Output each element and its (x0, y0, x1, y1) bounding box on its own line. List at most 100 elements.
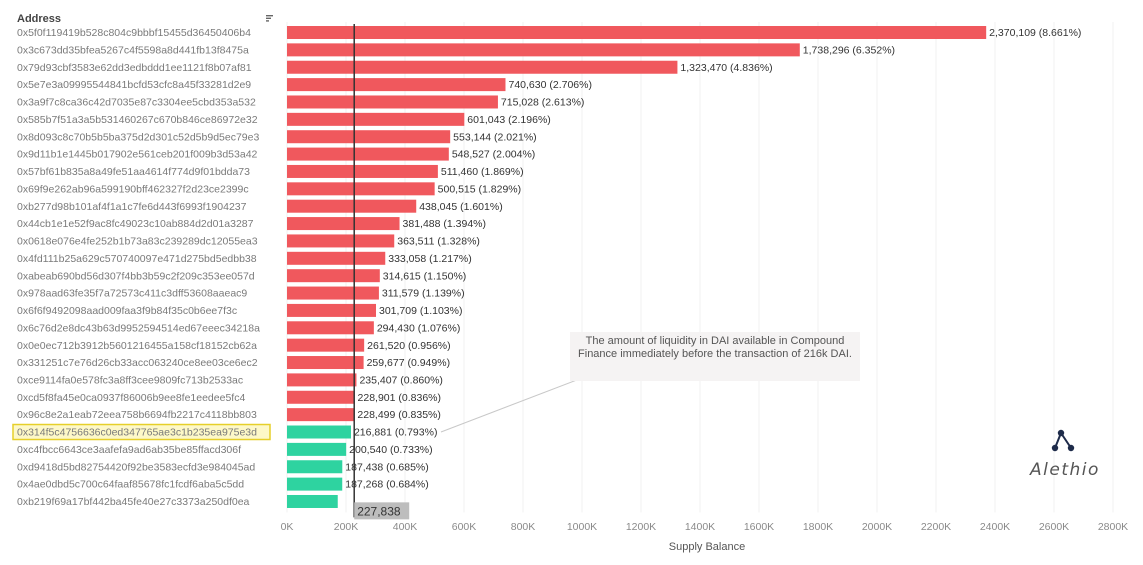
address-label: 0xce9114fa0e578fc3a8ff3cee9809fc713b2533… (17, 375, 243, 387)
value-labels: 2,370,109 (8.661%) 1,738,296 (6.352%) 1,32… (345, 27, 1081, 491)
bar (287, 460, 343, 474)
x-axis-title: Supply Balance (669, 541, 745, 553)
bar (287, 338, 365, 352)
bar-value-label: 235,407 (0.860%) (359, 375, 442, 387)
bar (287, 425, 351, 439)
address-label: 0x3c673dd35bfea5267c4f5598a8d441fb13f847… (17, 44, 249, 56)
address-label: 0x5f0f119419b528c804c9bbbf15455d36450406… (17, 27, 251, 39)
address-label: 0x3a9f7c8ca36c42d7035e87c3304ee5cbd353a5… (17, 97, 256, 109)
bar-value-label: 548,527 (2.004%) (452, 149, 535, 161)
address-label: 0x0e0ec712b3912b5601216455a158cf18152cb6… (17, 340, 257, 352)
address-label: 0xabeab690bd56d307f4bb3b59c2f209c353ee05… (17, 270, 255, 282)
x-tick-label: 2200K (921, 521, 951, 533)
bar-value-label: 200,540 (0.733%) (349, 444, 432, 456)
bar-value-label: 601,043 (2.196%) (467, 114, 550, 126)
bar-value-label: 294,430 (1.076%) (377, 322, 460, 334)
bar (287, 494, 338, 508)
address-label: 0x44cb1e1e52f9ac8fc49023c10ab884d2d01a32… (17, 218, 254, 230)
address-label: 0x96c8e2a1eab72eea758b6694fb2217c4118bb8… (17, 409, 257, 421)
address-column-header: Address (17, 13, 61, 25)
x-tick-label: 1400K (685, 521, 715, 533)
address-label: 0xb277d98b101af4f1a1c7fe6d443f6993f19042… (17, 201, 247, 213)
bar-value-label: 228,901 (0.836%) (358, 392, 441, 404)
bar (287, 60, 678, 74)
x-tick-label: 1000K (567, 521, 597, 533)
bar (287, 286, 379, 300)
bar (287, 78, 506, 92)
reference-value-label: 227,838 (357, 504, 401, 518)
bar (287, 112, 465, 126)
x-tick-label: 2000K (862, 521, 892, 533)
bar-value-label: 187,438 (0.685%) (345, 461, 428, 473)
x-axis-ticks: 0K 200K 400K 600K 800K 1000K 1200K 1400K 1600K 18… (281, 521, 1129, 533)
bar-value-label: 740,630 (2.706%) (508, 79, 591, 91)
address-label: 0x9d11b1e1445b017902e561ceb201f009b3d53a… (17, 149, 258, 161)
address-label: 0xc4fbcc6643ce3aafefa9ad6ab35be85ffacd30… (17, 444, 241, 456)
x-tick-label: 0K (281, 521, 294, 533)
bar (287, 26, 987, 39)
bar-value-label: 500,515 (1.829%) (438, 183, 521, 195)
x-tick-label: 2800K (1098, 521, 1128, 533)
bar-value-label: 2,370,109 (8.661%) (989, 27, 1081, 39)
address-label: 0x8d093c8c70b5b5ba375d2d301c52d5b9d5ec79… (17, 131, 259, 143)
bar (287, 269, 380, 283)
bar-value-label: 187,268 (0.684%) (345, 479, 428, 491)
bar (287, 130, 451, 144)
bar (287, 182, 435, 196)
address-label: 0x79d93cbf3583e62dd3edbddd1ee1121f8b07af… (17, 62, 252, 74)
x-tick-label: 1200K (626, 521, 656, 533)
address-label: 0x585b7f51a3a5b531460267c670b846ce86972e… (17, 114, 258, 126)
bar (287, 164, 438, 178)
address-label: 0x6f6f9492098aad009faa3f9b84f35c0b6ee7f3… (17, 305, 237, 317)
address-label: 0x6c76d2e8dc43b63d9952594514ed67eeec3421… (17, 322, 260, 334)
address-label: 0x57bf61b835a8a49fe51aa4614f774d9f01bdda… (17, 166, 250, 178)
address-label: 0x4ae0dbd5c700c64faaf85678fc1fcdf6aba5c5… (17, 479, 244, 491)
bar (287, 303, 377, 317)
bar-value-label: 1,738,296 (6.352%) (803, 44, 895, 56)
bar (287, 356, 364, 370)
bar-value-label: 228,499 (0.835%) (357, 409, 440, 421)
annotation-callout-line (440, 377, 583, 433)
x-tick-label: 600K (452, 521, 477, 533)
alethio-logo-text: Alethio (1030, 460, 1100, 480)
bar-value-label: 216,881 (0.793%) (354, 427, 437, 439)
address-label: 0xd9418d5bd82754420f92be3583ecfd3e984045… (17, 461, 255, 473)
bar (287, 199, 417, 213)
address-label: 0x69f9e262ab96a599190bff462327f2d23ce239… (17, 183, 249, 195)
address-labels: 0x5f0f119419b528c804c9bbbf15455d36450406… (12, 27, 271, 508)
bar (287, 234, 395, 248)
sort-icon[interactable] (266, 15, 273, 22)
address-label: 0x331251c7e76d26cb33acc063240ce8ee03ce6e… (17, 357, 258, 369)
x-tick-label: 400K (393, 521, 418, 533)
bar-value-label: 363,511 (1.328%) (397, 236, 480, 248)
bar (287, 442, 347, 456)
bar-value-label: 715,028 (2.613%) (501, 97, 584, 109)
bar (287, 251, 386, 265)
bar-value-label: 333,058 (1.217%) (388, 253, 471, 265)
alethio-logo-icon (1051, 429, 1075, 452)
alethio-logo: Alethio (1025, 428, 1105, 484)
bar (287, 217, 400, 231)
address-label: 0x5e7e3a09995544841bcfd53cfc8a45f33281d2… (17, 79, 251, 91)
bars-group (287, 26, 987, 508)
bar (287, 43, 800, 57)
bar-value-label: 438,045 (1.601%) (419, 201, 502, 213)
bar (287, 408, 355, 422)
reference-value-box (354, 502, 410, 520)
address-label: 0x4fd111b25a629c570740097e471d275bd5edbb… (17, 253, 257, 265)
bar-value-label: 1,323,470 (4.836%) (680, 62, 772, 74)
x-tick-label: 2600K (1039, 521, 1069, 533)
bar (287, 95, 498, 109)
bar (287, 147, 449, 161)
annotation-box: The amount of liquidity in DAI available… (570, 332, 860, 381)
bar-value-label: 301,709 (1.103%) (379, 305, 462, 317)
x-tick-label: 1600K (744, 521, 774, 533)
address-label: 0x0618e076e4fe252b1b73a83c239289dc12055e… (17, 236, 258, 248)
x-tick-label: 1800K (803, 521, 833, 533)
address-label: 0xb219f69a17bf442ba45fe40e27c3373a250df0… (17, 496, 250, 508)
bar-value-label: 511,460 (1.869%) (441, 166, 524, 178)
bar-value-label: 553,144 (2.021%) (453, 131, 536, 143)
bar-value-label: 381,488 (1.394%) (403, 218, 486, 230)
address-label: 0x978aad63fe35f7a72573c411c3dff53608aaea… (17, 288, 247, 300)
